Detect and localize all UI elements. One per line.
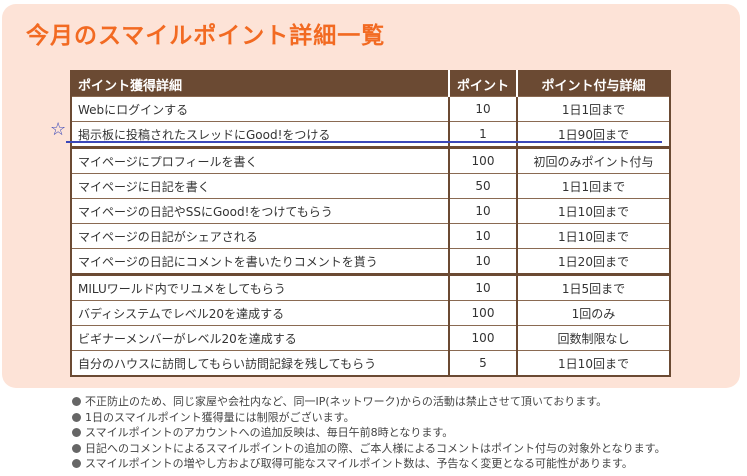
row-limit: 1日90回まで [516,121,670,148]
row-limit: 1回のみ [516,300,670,326]
row-limit: 1日20回まで [516,248,670,275]
header-limit: ポイント付与詳細 [516,71,670,97]
row-limit: 初回のみポイント付与 [516,146,670,174]
row-points: 100 [448,146,517,174]
note-text: 不正防止のため、同じ家屋や会社内など、同一IP(ネットワーク)からの活動は禁止さ… [85,395,608,408]
star-marker-icon: ☆ [50,119,67,140]
row-points: 100 [448,300,517,326]
table-row: 掲示板に投稿されたスレッドにGood!をつける 1 1日90回まで [71,121,670,148]
row-detail: マイページの日記がシェアされる [71,223,449,249]
row-points: 10 [448,223,517,249]
note-item: スマイルポイントの増やし方および取得可能なスマイルポイント数は、予告なく変更とな… [72,456,666,472]
note-text: スマイルポイントの増やし方および取得可能なスマイルポイント数は、予告なく変更とな… [85,457,633,470]
header-detail: ポイント獲得詳細 [71,71,449,97]
bullet-icon [72,412,81,422]
row-detail: マイページに日記を書く [71,173,449,199]
row-limit: 1日10回まで [516,350,670,376]
row-points: 10 [448,273,517,301]
row-points: 10 [448,96,517,122]
bullet-icon [72,428,81,438]
row-points: 10 [448,248,517,275]
note-text: スマイルポイントのアカウントへの追加反映は、毎日午前8時となります。 [85,426,454,439]
row-detail: マイページの日記やSSにGood!をつけてもらう [71,198,449,224]
row-points: 100 [448,325,517,351]
header-points: ポイント [448,71,517,97]
row-points: 10 [448,198,517,224]
row-detail: 掲示板に投稿されたスレッドにGood!をつける [71,121,449,148]
row-detail: マイページにプロフィールを書く [71,146,449,174]
row-detail: ビギナーメンバーがレベル20を達成する [71,325,449,351]
table-row: マイページの日記がシェアされる 10 1日10回まで [71,223,670,249]
notes-list: 不正防止のため、同じ家屋や会社内など、同一IP(ネットワーク)からの活動は禁止さ… [72,394,666,472]
row-detail: バディシステムでレベル20を達成する [71,300,449,326]
row-limit: 1日1回まで [516,96,670,122]
table-row: ビギナーメンバーがレベル20を達成する 100 回数制限なし [71,325,670,351]
row-detail: 自分のハウスに訪問してもらい訪問記録を残してもらう [71,350,449,376]
row-limit: 回数制限なし [516,325,670,351]
row-points: 50 [448,173,517,199]
highlight-underline [66,141,662,143]
bullet-icon [72,459,81,469]
table-row: マイページに日記を書く 50 1日1回まで [71,173,670,199]
row-detail: Webにログインする [71,96,449,122]
note-text: 日記へのコメントによるスマイルポイントの追加の際、ご本人様によるコメントはポイン… [85,441,666,455]
bullet-icon [72,397,81,407]
note-item: 不正防止のため、同じ家屋や会社内など、同一IP(ネットワーク)からの活動は禁止さ… [72,394,666,410]
row-limit: 1日5回まで [516,273,670,301]
table-row: MILUワールド内でリユメをしてもらう 10 1日5回まで [71,273,670,301]
note-item: 日記へのコメントによるスマイルポイントの追加の際、ご本人様によるコメントはポイン… [72,441,666,457]
points-table-container: ポイント獲得詳細 ポイント ポイント付与詳細 Webにログインする 10 1日1… [70,70,671,377]
note-item: スマイルポイントのアカウントへの追加反映は、毎日午前8時となります。 [72,425,666,441]
row-limit: 1日1回まで [516,173,670,199]
bullet-icon [72,443,81,453]
table-row: 自分のハウスに訪問してもらい訪問記録を残してもらう 5 1日10回まで [71,350,670,376]
table-row: Webにログインする 10 1日1回まで [71,96,670,122]
table-header-row: ポイント獲得詳細 ポイント ポイント付与詳細 [71,71,670,97]
note-text: 1日のスマイルポイント獲得量には制限がございます。 [85,410,355,424]
table-row: マイページの日記にコメントを書いたりコメントを貰う 10 1日20回まで [71,248,670,275]
row-limit: 1日10回まで [516,198,670,224]
row-points: 5 [448,350,517,376]
table-row: バディシステムでレベル20を達成する 100 1回のみ [71,300,670,326]
table-row: マイページの日記やSSにGood!をつけてもらう 10 1日10回まで [71,198,670,224]
page-title: 今月のスマイルポイント詳細一覧 [26,23,386,49]
table-row: マイページにプロフィールを書く 100 初回のみポイント付与 [71,146,670,174]
row-detail: MILUワールド内でリユメをしてもらう [71,273,449,301]
points-table: ポイント獲得詳細 ポイント ポイント付与詳細 Webにログインする 10 1日1… [70,70,671,377]
note-item: 1日のスマイルポイント獲得量には制限がございます。 [72,410,666,426]
row-limit: 1日10回まで [516,223,670,249]
row-detail: マイページの日記にコメントを書いたりコメントを貰う [71,248,449,275]
row-points: 1 [448,121,517,148]
